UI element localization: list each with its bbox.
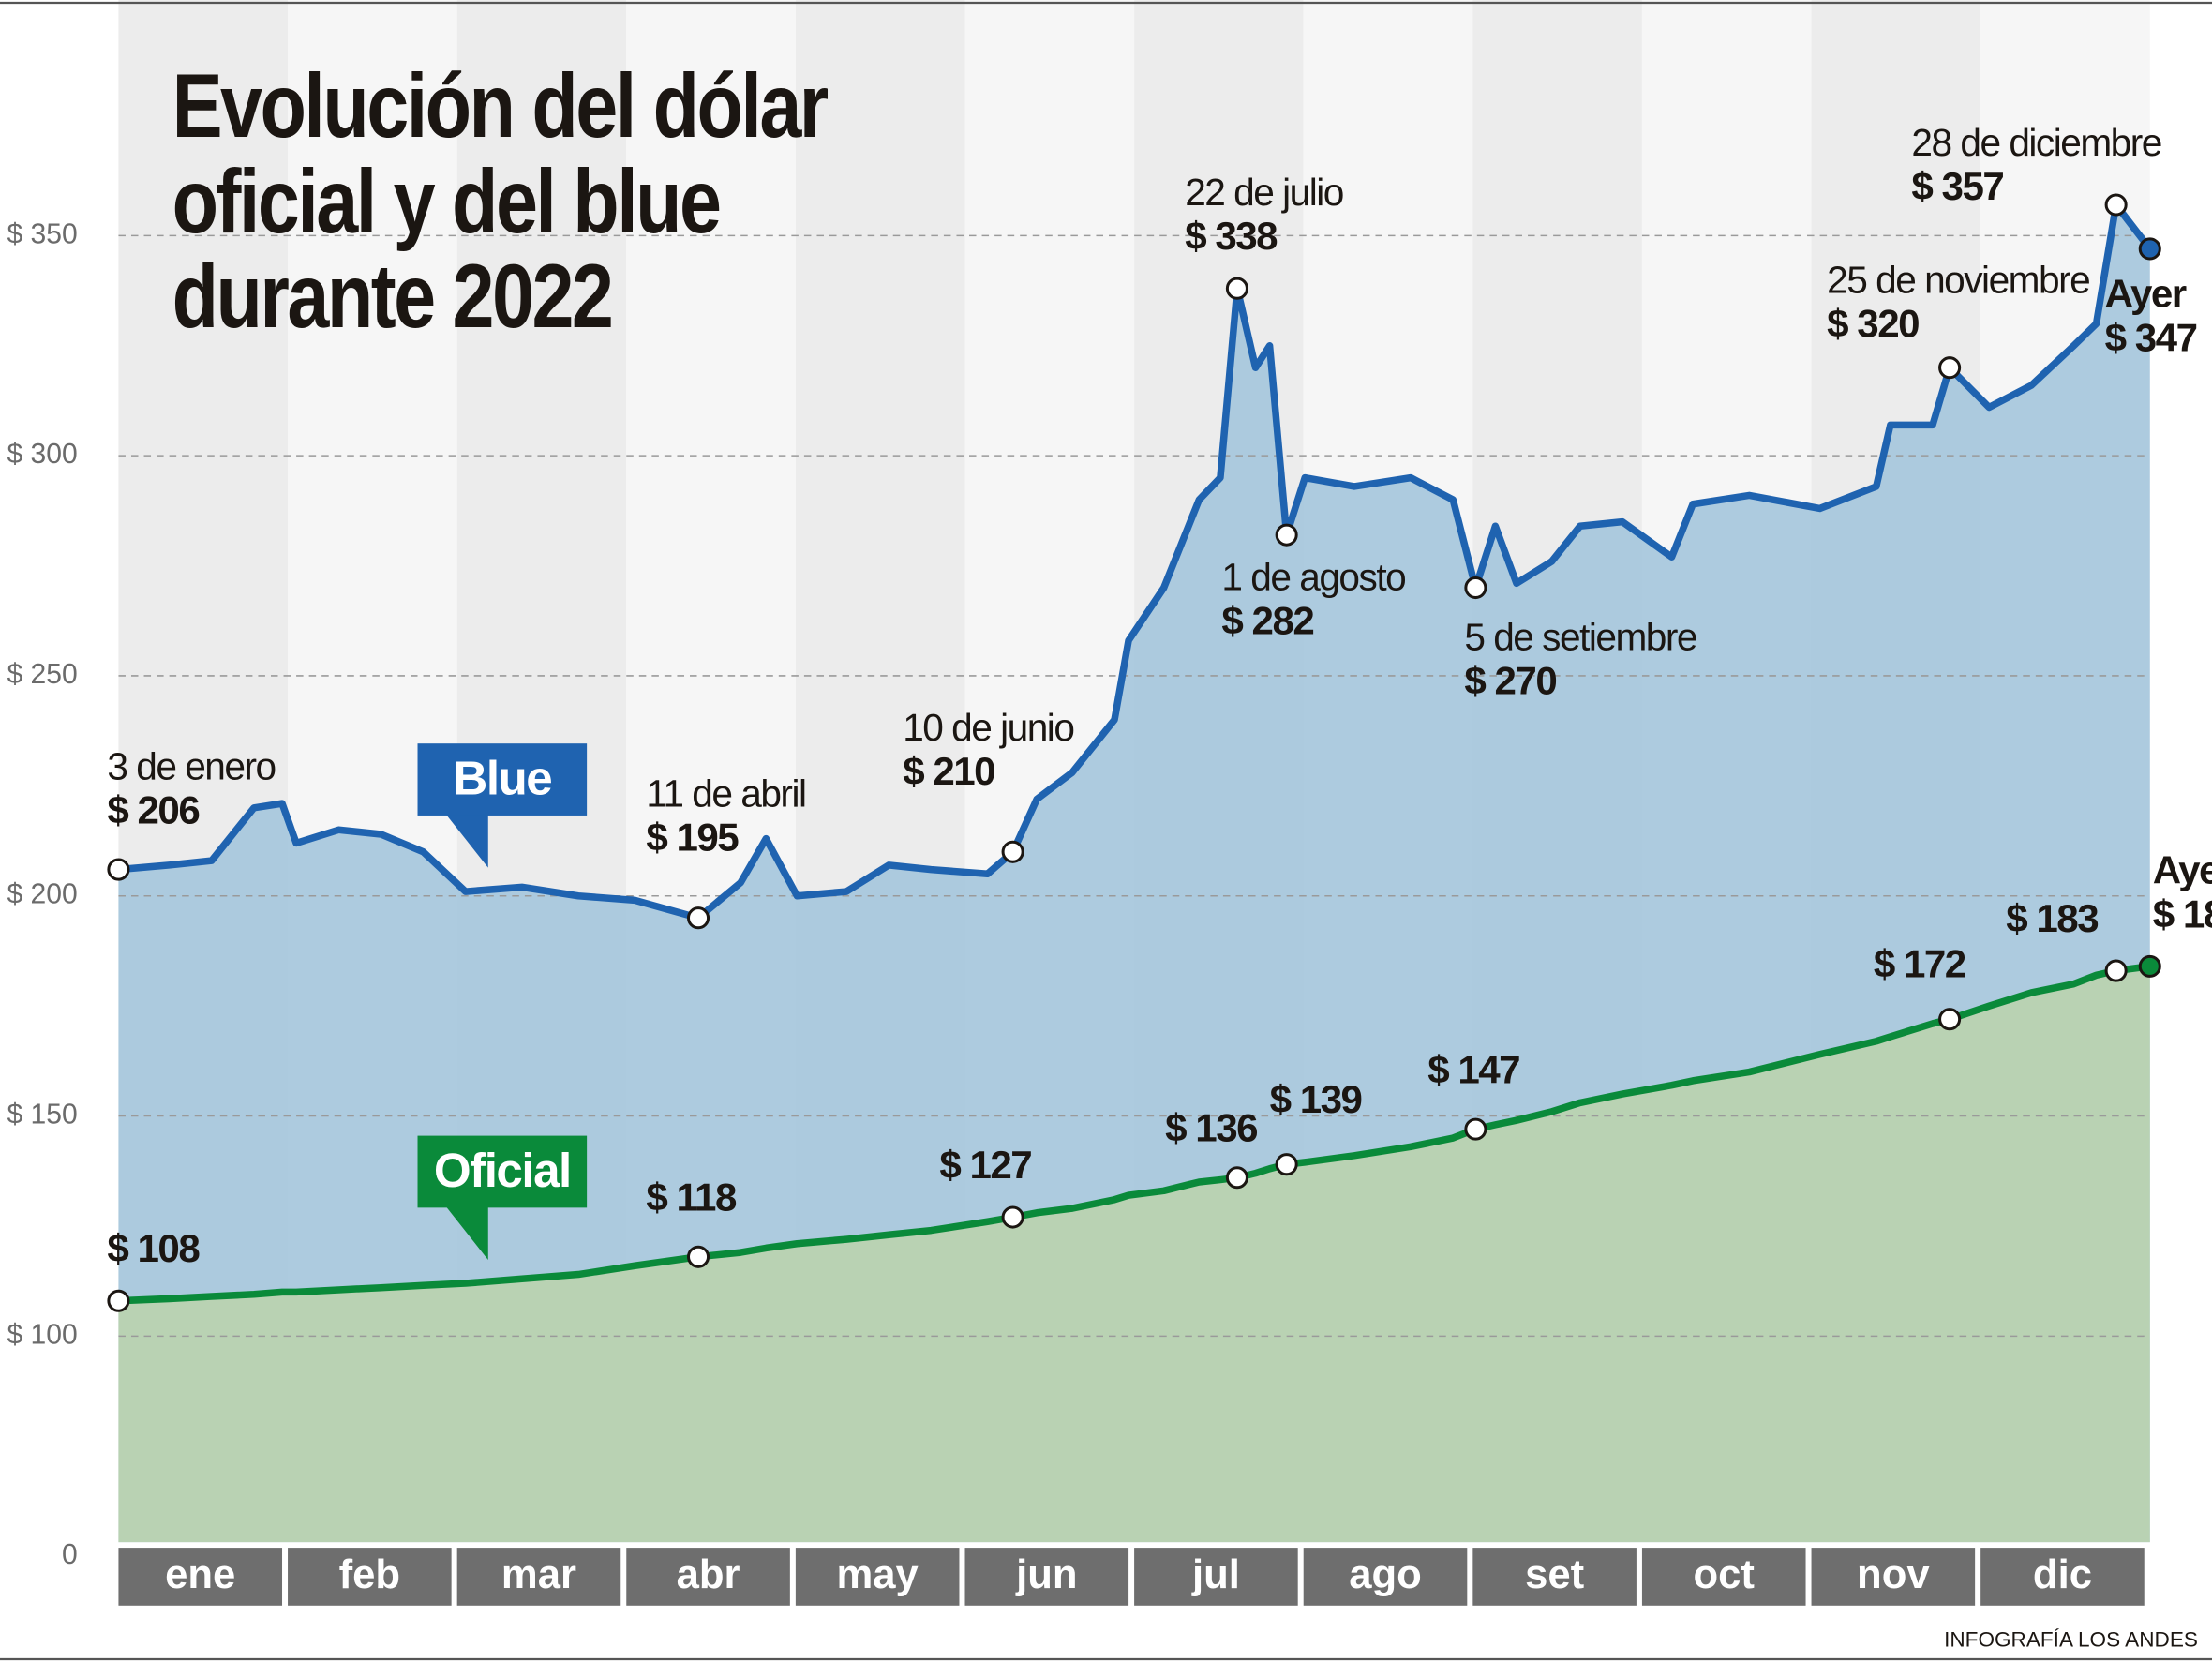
highlight-point [1001,1205,1024,1229]
highlight-point [1225,1166,1248,1190]
highlight-point [1938,1008,1962,1031]
annotation-value: $ 195 [646,816,739,860]
y-tick-label: 0 [62,1539,78,1570]
annotation-value: $ 338 [1185,214,1278,258]
area [118,966,2150,1543]
annotation-date: Ayer [2105,272,2187,316]
highlight-point [1464,1117,1487,1141]
annotation-value: $ 127 [939,1143,1031,1187]
chart-title: oficial y del blue [172,150,720,251]
annotation-value: $ 108 [107,1226,200,1270]
y-tick-label: $ 250 [7,659,77,690]
annotation-value: $ 320 [1827,302,1919,346]
y-tick-label: $ 300 [7,439,77,470]
series-line [118,201,2153,921]
legend-pointer [445,814,488,868]
chart-title: Evolución del dólar [172,54,829,156]
x-tick-label: mar [501,1551,576,1597]
y-tick-label: $ 200 [7,879,77,910]
month-bar [626,1548,790,1606]
x-tick-label: may [837,1551,919,1597]
annotation-value: $ 282 [1221,599,1313,643]
x-tick-label: jun [1015,1551,1077,1597]
annotation-date: 3 de enero [107,744,275,787]
x-tick-label: abr [677,1551,740,1597]
annotation-date: 10 de junio [903,706,1073,749]
highlight-point [1275,523,1298,547]
legend-box [417,743,588,816]
credit: INFOGRAFÍA LOS ANDES [1944,1627,2198,1651]
annotation-value: $ 172 [1874,942,1965,986]
annotation-value: $ 136 [1165,1106,1257,1150]
month-bar [1303,1548,1468,1606]
highlight-point [2138,954,2161,978]
highlight-point [1275,1153,1298,1176]
annotation-value: $ 139 [1270,1077,1362,1121]
month-bar [1641,1548,1806,1606]
highlight-point [1225,277,1248,300]
month-bar [1134,1548,1298,1606]
highlight-point [107,858,130,881]
month-bar [795,1548,960,1606]
annotation-value: $ 147 [1427,1048,1519,1092]
annotation-value: $ 183 [2006,896,2098,940]
highlight-point [686,1245,710,1268]
month-bar [1811,1548,1976,1606]
annotation-value: $ 270 [1464,658,1556,702]
x-tick-label: dic [2033,1551,2092,1597]
annotation-value: $ 357 [1911,164,2003,208]
x-tick-label: nov [1857,1551,1930,1597]
annotation-date: 5 de setiembre [1464,615,1696,658]
highlight-point [1001,840,1024,863]
y-tick-label: $ 350 [7,218,77,249]
highlight-point [1938,356,1962,380]
y-tick-label: $ 150 [7,1099,77,1130]
x-tick-label: ene [165,1551,235,1597]
x-tick-label: ago [1349,1551,1422,1597]
legend-label: Oficial [434,1144,571,1197]
annotation-value: $ 184 [2153,891,2212,936]
highlight-point [2104,193,2128,217]
annotation-value: $ 210 [903,749,994,793]
highlight-point [686,906,710,930]
annotation-value: $ 206 [107,787,199,831]
annotation-date: Ayer [2153,848,2212,892]
month-bar [964,1548,1129,1606]
legend-label: Blue [453,751,551,804]
chart-title: durante 2022 [172,245,612,346]
x-tick-label: feb [339,1551,400,1597]
month-bar [1472,1548,1637,1606]
annotation-value: $ 118 [646,1175,737,1220]
annotation-date: 1 de agosto [1221,556,1405,599]
highlight-point [107,1289,130,1312]
month-bar [288,1548,452,1606]
month-bar [456,1548,621,1606]
plot-area [118,201,2153,1543]
annotation-date: 28 de diciembre [1911,121,2160,164]
x-tick-label: jul [1191,1551,1240,1597]
x-tick-label: set [1525,1551,1584,1597]
title-group: Evolución del dólar oficial y del blue d… [172,54,831,346]
month-bar [1980,1548,2145,1606]
highlight-point [1464,576,1487,600]
legend-box [417,1135,588,1208]
y-tick-label: $ 100 [7,1319,77,1350]
series-line [118,963,2151,1305]
annotation-date: 25 de noviembre [1827,259,2089,302]
annotation-value: $ 347 [2105,315,2197,359]
labels: ene feb mar abr may jun jul ago set oct nov dic 0 $ 1… [7,121,2212,1597]
month-bar [118,1548,283,1606]
highlight-point [2138,237,2161,261]
x-tick-label: oct [1694,1551,1755,1597]
highlight-point [2104,959,2128,982]
annotation-date: 22 de julio [1185,171,1343,214]
annotation-date: 11 de abril [646,772,805,816]
